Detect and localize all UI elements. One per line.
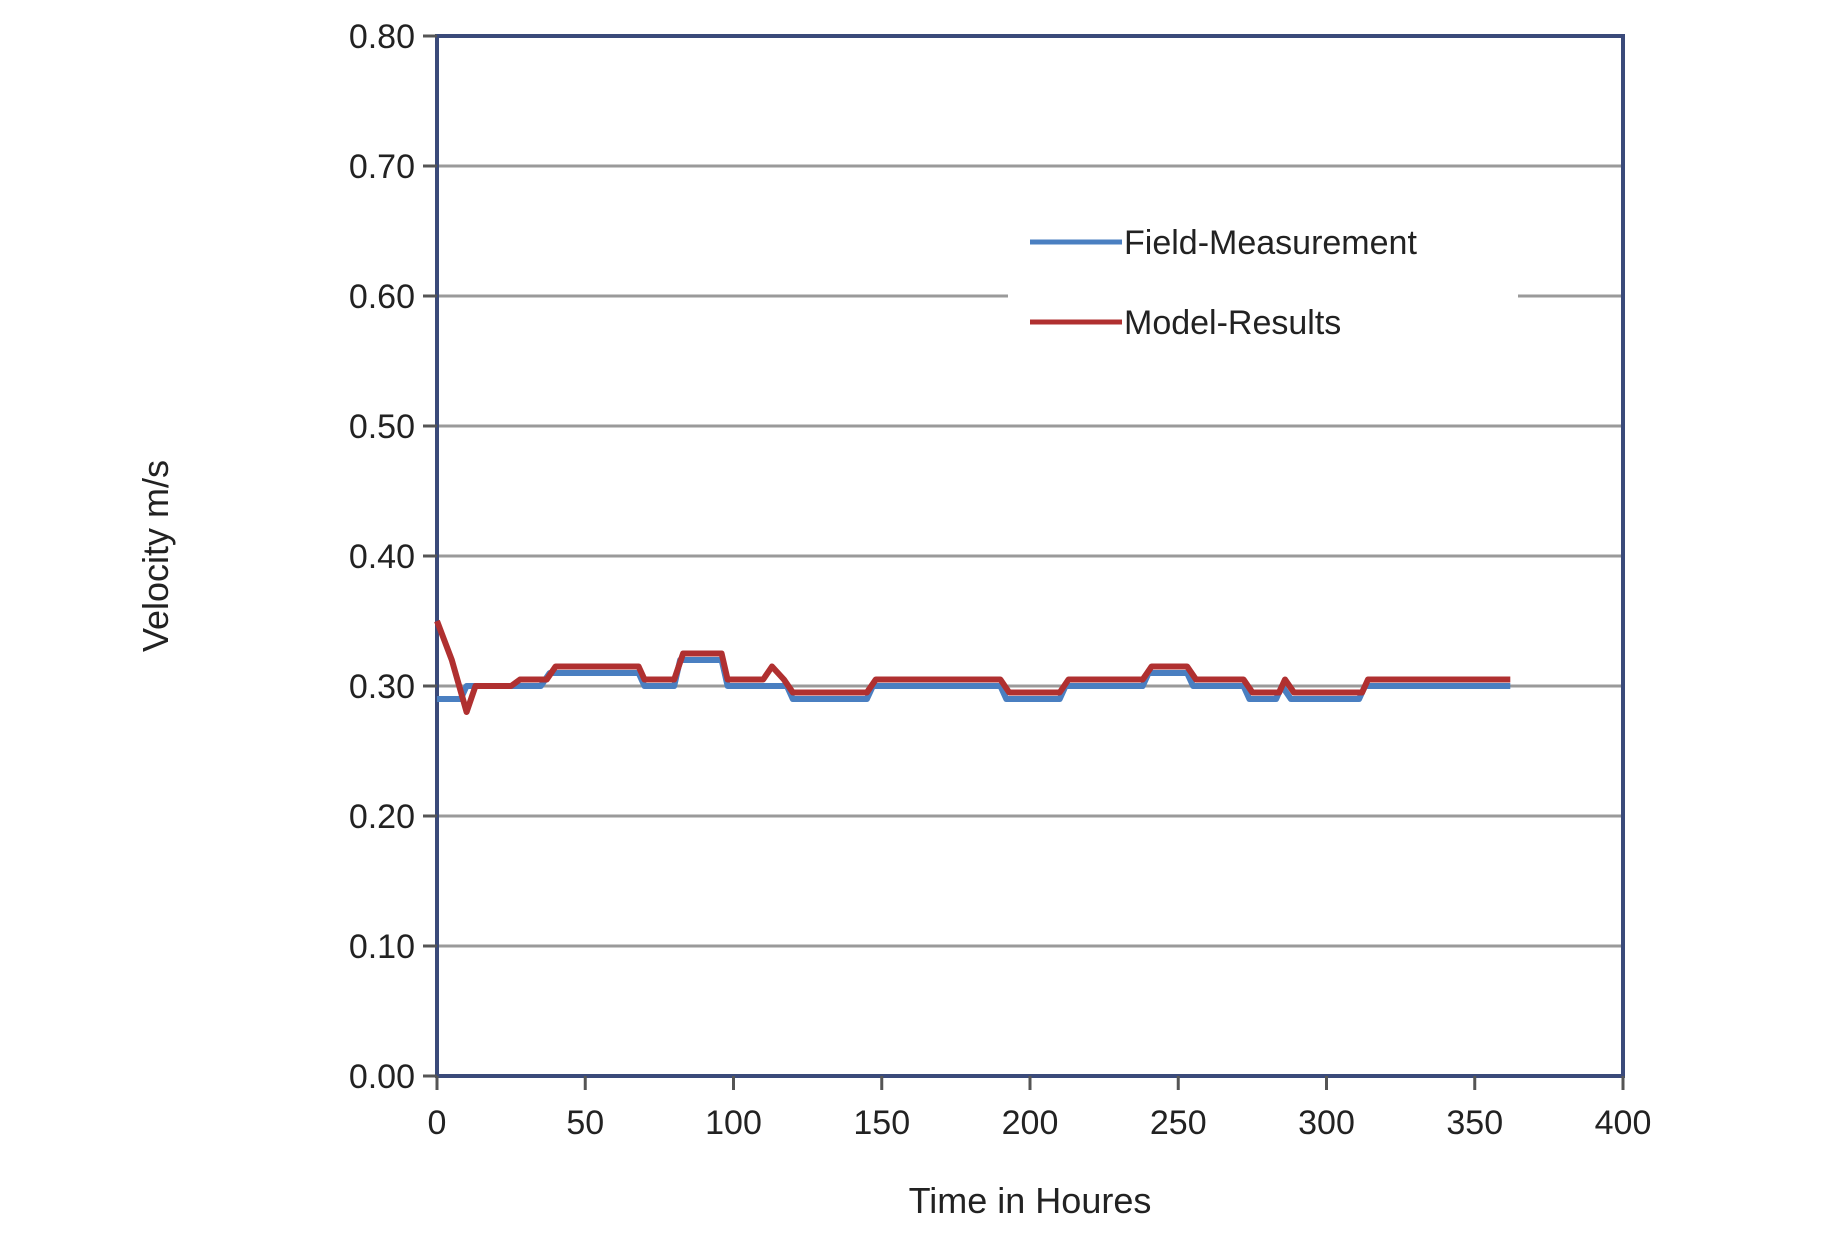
x-tick-label: 200 <box>1002 1104 1059 1142</box>
legend: Field-Measurement Model-Results <box>1008 200 1518 360</box>
y-tick-label: 0.70 <box>349 148 415 186</box>
x-tick-label: 250 <box>1150 1104 1207 1142</box>
y-tick-label: 0.60 <box>349 278 415 316</box>
x-tick-label: 0 <box>428 1104 447 1142</box>
y-tick-label: 0.80 <box>349 18 415 56</box>
y-axis-title: Velocity m/s <box>135 460 176 652</box>
series-lines <box>434 619 1511 715</box>
y-tick-label: 0.50 <box>349 408 415 446</box>
x-tick-label: 350 <box>1446 1104 1503 1142</box>
axis-ticks: 0.00 0.10 0.20 0.30 0.40 0.50 0.60 0.70 0.80 0 50 1… <box>349 18 1652 1142</box>
legend-label-field-measurement: Field-Measurement <box>1124 224 1417 262</box>
x-tick-label: 50 <box>566 1104 604 1142</box>
y-tick-label: 0.10 <box>349 928 415 966</box>
legend-background <box>1008 200 1518 360</box>
y-tick-label: 0.00 <box>349 1058 415 1096</box>
legend-label-model-results: Model-Results <box>1124 304 1341 342</box>
x-tick-label: 400 <box>1595 1104 1652 1142</box>
x-axis-title: Time in Houres <box>909 1180 1152 1221</box>
y-tick-label: 0.40 <box>349 538 415 576</box>
x-tick-label: 150 <box>853 1104 910 1142</box>
y-tick-label: 0.30 <box>349 668 415 706</box>
y-tick-label: 0.20 <box>349 798 415 836</box>
series-line-model-results <box>434 619 1511 715</box>
x-tick-label: 300 <box>1298 1104 1355 1142</box>
x-tick-label: 100 <box>705 1104 762 1142</box>
